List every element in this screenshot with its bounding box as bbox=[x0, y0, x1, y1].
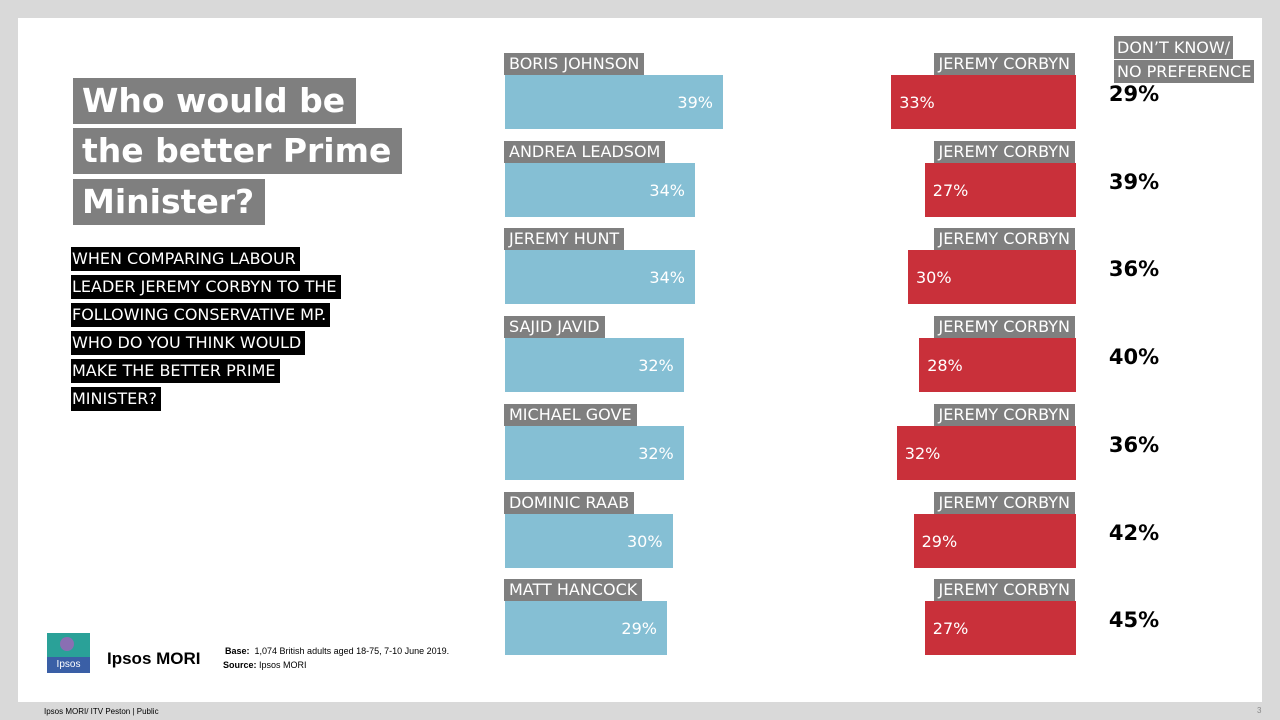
mp-name-label: JEREMY HUNT bbox=[504, 228, 625, 251]
question-line-2: LEADER JEREMY CORBYN TO THE bbox=[71, 275, 341, 299]
title-line-3: Minister? bbox=[73, 179, 266, 225]
dont-know-value: 45% bbox=[1108, 608, 1160, 633]
red-bar bbox=[896, 425, 1076, 480]
corbyn-name-label: JEREMY CORBYN bbox=[933, 140, 1075, 163]
dont-know-value: 29% bbox=[1108, 82, 1160, 106]
dont-know-value: 39% bbox=[1108, 169, 1160, 194]
footer: Ipsos MORI/ ITV Peston | Public bbox=[44, 707, 159, 716]
dont-know-value: 36% bbox=[1108, 257, 1160, 282]
title-line-2: the better Prime bbox=[73, 128, 403, 174]
red-value-label: 32% bbox=[904, 443, 941, 463]
source-text: Ipsos MORI bbox=[259, 660, 307, 670]
mp-name-label: BORIS JOHNSON bbox=[504, 53, 645, 75]
blue-bar bbox=[505, 338, 685, 393]
red-bar bbox=[913, 513, 1076, 568]
blue-bar bbox=[505, 425, 685, 480]
dont-know-value: 36% bbox=[1108, 432, 1160, 457]
blue-value-label: 32% bbox=[638, 356, 674, 376]
red-value-label: 28% bbox=[927, 356, 963, 376]
question-line-6: MINISTER? bbox=[71, 387, 161, 411]
dont-know-header-line-2: NO PREFERENCE bbox=[1114, 60, 1255, 83]
red-value-label: 30% bbox=[916, 268, 952, 288]
red-bar bbox=[908, 250, 1076, 305]
question-line-5: MAKE THE BETTER PRIME bbox=[71, 359, 280, 383]
red-bar bbox=[891, 75, 1076, 129]
red-bar bbox=[924, 601, 1076, 656]
blue-bar bbox=[505, 601, 668, 656]
blue-value-label: 39% bbox=[677, 93, 713, 112]
blue-bar bbox=[505, 250, 696, 305]
corbyn-name-label: JEREMY CORBYN bbox=[933, 53, 1075, 75]
blue-value-label: 29% bbox=[621, 619, 657, 639]
base-text: 1,074 British adults aged 18-75, 7-10 Ju… bbox=[254, 646, 450, 656]
page-number: 3 bbox=[1257, 706, 1262, 715]
blue-value-label: 30% bbox=[627, 531, 663, 551]
blue-bar bbox=[505, 75, 724, 129]
red-value-label: 27% bbox=[932, 180, 969, 200]
red-value-label: 27% bbox=[932, 619, 969, 639]
red-bar bbox=[924, 162, 1076, 217]
mp-name-label: MATT HANCOCK bbox=[504, 579, 643, 602]
base-note: Base: 1,074 British adults aged 18-75, 7… bbox=[225, 646, 449, 656]
dont-know-value: 40% bbox=[1108, 345, 1160, 370]
source-label: Source: bbox=[223, 660, 257, 670]
corbyn-name-label: JEREMY CORBYN bbox=[933, 491, 1075, 514]
dont-know-header-line-1: DON’T KNOW/ bbox=[1114, 36, 1234, 59]
question-line-4: WHO DO YOU THINK WOULD bbox=[71, 331, 306, 355]
red-value-label: 29% bbox=[921, 531, 958, 551]
title-line-1: Who would be bbox=[73, 78, 357, 124]
corbyn-name-label: JEREMY CORBYN bbox=[933, 579, 1075, 602]
red-value-label: 33% bbox=[899, 93, 935, 112]
blue-bar bbox=[505, 162, 696, 217]
blue-value-label: 34% bbox=[649, 180, 685, 200]
blue-value-label: 34% bbox=[649, 268, 685, 288]
mp-name-label: DOMINIC RAAB bbox=[504, 491, 635, 514]
blue-value-label: 32% bbox=[638, 443, 674, 463]
corbyn-name-label: JEREMY CORBYN bbox=[933, 228, 1075, 251]
blue-bar bbox=[505, 513, 673, 568]
question-line-1: WHEN COMPARING LABOUR bbox=[71, 247, 300, 271]
mp-name-label: SAJID JAVID bbox=[504, 316, 605, 339]
ipsos-logo: Ipsos bbox=[47, 633, 90, 673]
base-label: Base: bbox=[225, 646, 250, 656]
slide: Who would be the better Prime Minister? … bbox=[18, 18, 1262, 702]
mp-name-label: MICHAEL GOVE bbox=[504, 403, 637, 426]
source-note: Source: Ipsos MORI bbox=[223, 660, 307, 670]
mp-name-label: ANDREA LEADSOM bbox=[504, 140, 666, 163]
question-line-3: FOLLOWING CONSERVATIVE MP. bbox=[71, 303, 331, 327]
dont-know-value: 42% bbox=[1108, 520, 1160, 545]
red-bar bbox=[919, 338, 1076, 393]
corbyn-name-label: JEREMY CORBYN bbox=[933, 316, 1075, 339]
logo-text: Ipsos bbox=[47, 657, 90, 673]
corbyn-name-label: JEREMY CORBYN bbox=[933, 403, 1075, 426]
brand-name: Ipsos MORI bbox=[107, 649, 201, 668]
